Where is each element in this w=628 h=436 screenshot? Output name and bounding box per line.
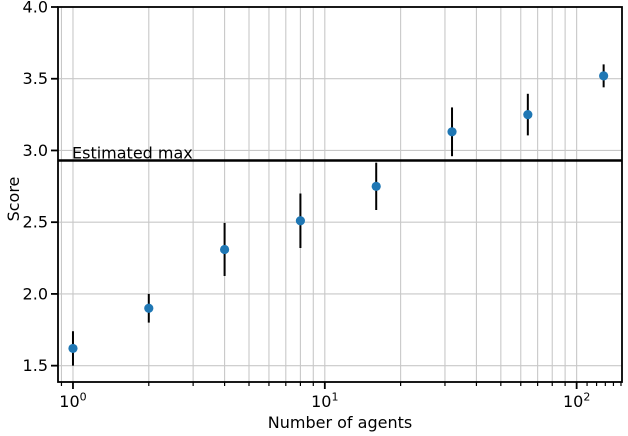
x-tick-label: 101 [311, 391, 338, 412]
x-tick-label: 102 [563, 391, 590, 412]
x-tick-label: 100 [59, 391, 86, 412]
y-tick-label: 2.5 [23, 213, 48, 232]
data-point-marker [219, 244, 230, 255]
y-axis-label: Score [4, 177, 23, 222]
data-point-marker [144, 303, 154, 313]
data-points [68, 64, 609, 366]
x-axis-label: Number of agents [268, 413, 412, 432]
y-tick-label: 3.5 [23, 69, 48, 88]
data-point-marker [447, 127, 457, 137]
axes: 1.5 2.0 2.5 3.0 3.5 4.0 100 101 102 [23, 0, 623, 412]
y-tick-label: 4.0 [23, 0, 48, 17]
gridlines [58, 6, 622, 382]
y-tick-label: 3.0 [23, 141, 48, 160]
estimated-max-annotation: Estimated max [72, 144, 193, 163]
data-point-marker [599, 71, 609, 81]
data-point-marker [371, 181, 381, 191]
y-tick-label: 2.0 [23, 284, 48, 303]
plot-border [57, 6, 623, 383]
data-point-marker [68, 343, 78, 354]
y-tick-label: 1.5 [23, 356, 48, 375]
data-point-marker [295, 216, 306, 226]
data-point-marker [523, 109, 533, 120]
